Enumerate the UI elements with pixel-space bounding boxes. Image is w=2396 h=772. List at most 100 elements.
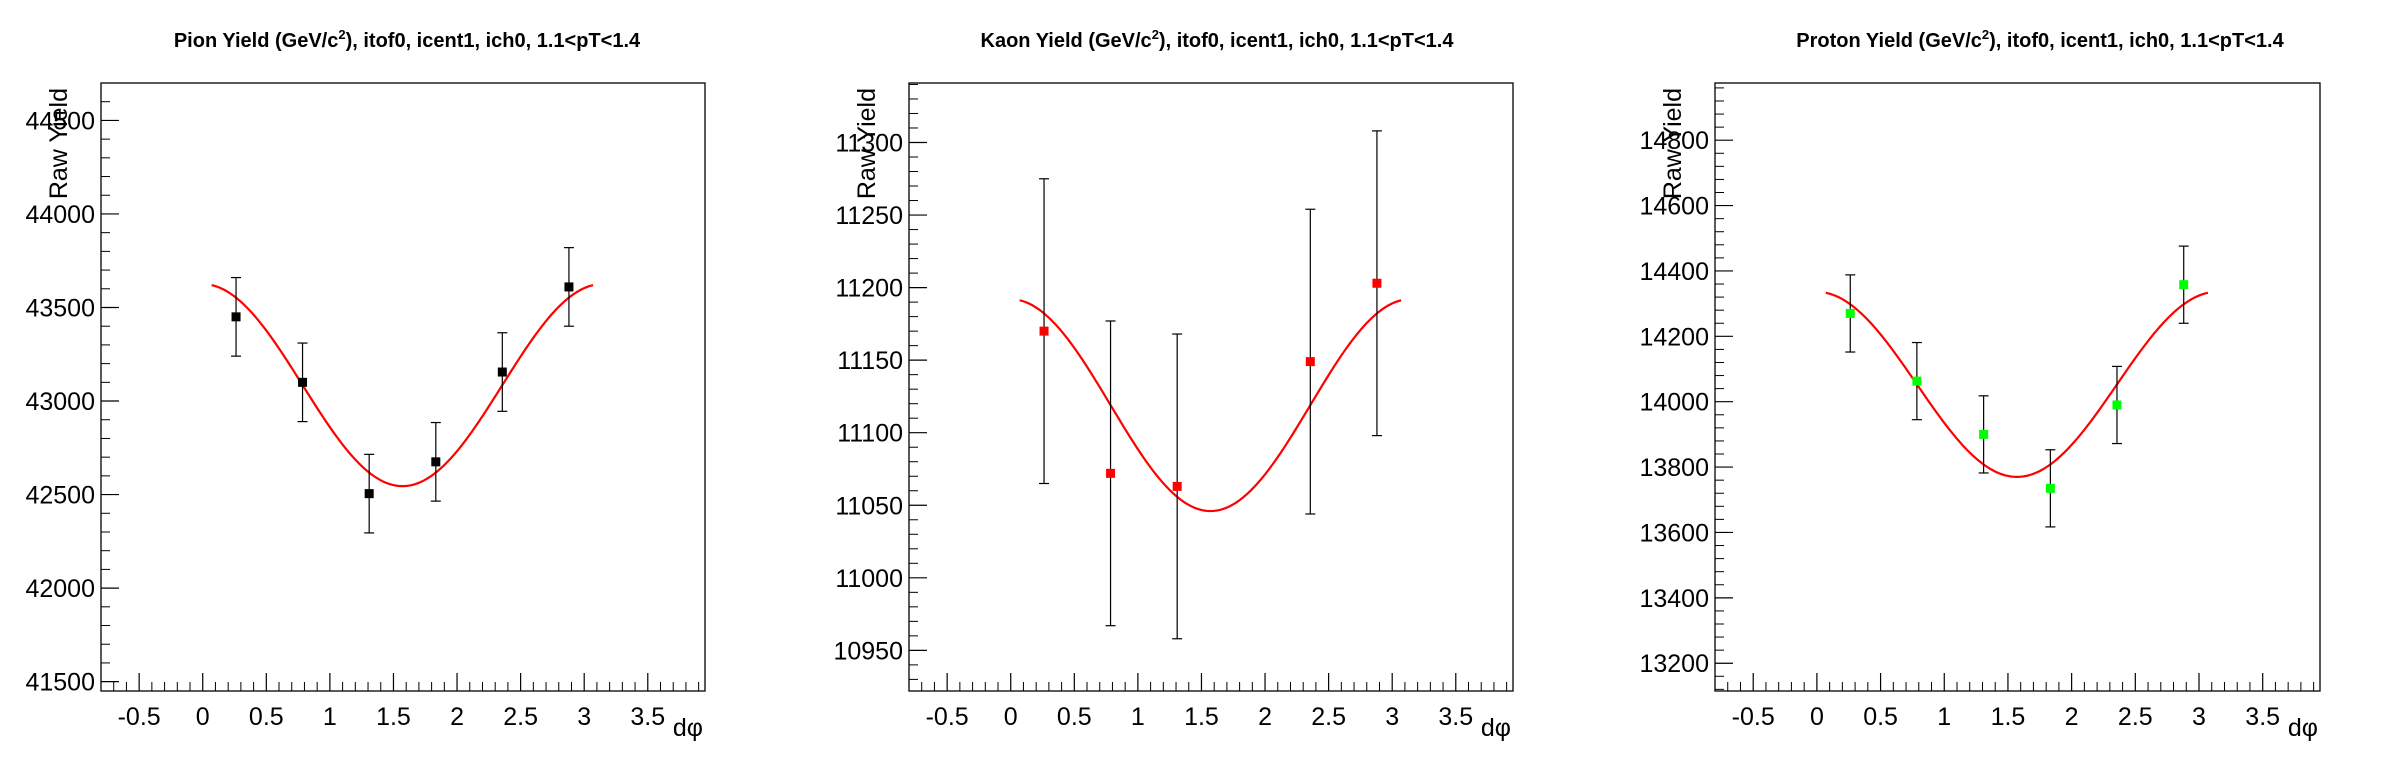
x-tick-label: 1.5: [1184, 703, 1219, 731]
point-marker: [1305, 357, 1315, 367]
x-tick-label: 3.5: [630, 703, 665, 731]
point-marker: [2179, 280, 2189, 290]
x-tick-label: 2.5: [2118, 703, 2153, 731]
y-tick-label: 13400: [1639, 585, 1709, 613]
point-marker: [364, 489, 374, 499]
data-point: [1978, 395, 1989, 474]
data-point: [231, 276, 242, 357]
y-tick-label: 14800: [1639, 127, 1709, 155]
point-marker: [1039, 326, 1049, 336]
y-tick-label: 41500: [25, 669, 95, 697]
x-axis-title: dφ: [1481, 714, 1511, 742]
chart-title: Pion Yield (GeV/c2), itof0, icent1, ich0…: [174, 27, 641, 52]
y-tick-label: 11000: [835, 565, 903, 593]
point-marker: [2112, 400, 2122, 410]
x-tick-label: -0.5: [118, 703, 161, 731]
point-marker: [1912, 376, 1922, 386]
pion-yield-panel: Pion Yield (GeV/c2), itof0, icent1, ich0…: [25, 27, 706, 742]
y-tick-label: 11250: [835, 202, 903, 230]
y-tick-label: 10950: [833, 637, 903, 665]
point-marker: [431, 457, 441, 467]
fit-curve: [211, 284, 594, 488]
y-tick-label: 13600: [1639, 519, 1709, 547]
x-tick-label: 3: [2192, 703, 2206, 731]
point-marker: [497, 367, 507, 377]
y-tick-label: 44000: [25, 201, 95, 229]
data-point: [297, 342, 308, 423]
x-tick-label: 0: [196, 703, 210, 731]
point-marker: [564, 282, 574, 292]
plot-frame: [908, 82, 1514, 692]
y-tick-label: 43000: [25, 388, 95, 416]
y-tick-label: 11150: [837, 347, 903, 375]
data-point: [497, 332, 508, 412]
proton-yield-panel: Proton Yield (GeV/c2), itof0, icent1, ic…: [1639, 27, 2321, 742]
x-tick-label: 3: [1385, 703, 1399, 731]
data-point: [1305, 208, 1316, 515]
y-tick-label: 42500: [25, 482, 95, 510]
y-tick-label: 44500: [25, 107, 95, 135]
data-point: [1105, 320, 1116, 627]
y-axis-title: Raw Yield: [1659, 88, 1687, 199]
fit-curve: [1019, 299, 1402, 513]
point-marker: [1106, 468, 1116, 478]
x-tick-label: -0.5: [1732, 703, 1775, 731]
fit-curve: [1825, 291, 2209, 478]
plot-frame: [1714, 82, 2321, 692]
x-tick-label: 2: [1258, 703, 1272, 731]
point-marker: [1845, 308, 1855, 318]
x-tick-label: 1: [323, 703, 337, 731]
chart-title: Kaon Yield (GeV/c2), itof0, icent1, ich0…: [981, 27, 1455, 52]
x-axis-title: dφ: [673, 714, 703, 742]
y-tick-label: 14000: [1639, 389, 1709, 417]
data-point: [1845, 274, 1856, 353]
x-tick-label: 1: [1937, 703, 1951, 731]
y-tick-label: 14600: [1639, 193, 1709, 221]
point-marker: [1372, 278, 1382, 288]
x-tick-label: 2: [2065, 703, 2079, 731]
point-marker: [1979, 429, 1989, 439]
y-tick-label: 14400: [1639, 258, 1709, 286]
y-tick-label: 43500: [25, 294, 95, 322]
x-tick-label: 3.5: [2245, 703, 2280, 731]
x-tick-label: 0.5: [1863, 703, 1898, 731]
y-tick-label: 11200: [835, 275, 903, 303]
data-point: [364, 453, 375, 534]
x-tick-label: 1: [1131, 703, 1145, 731]
point-marker: [231, 312, 241, 322]
data-point: [1371, 130, 1382, 437]
y-tick-label: 13800: [1639, 454, 1709, 482]
x-tick-label: 3: [577, 703, 591, 731]
y-axis-title: Raw Yield: [45, 88, 73, 199]
point-marker: [1172, 481, 1182, 491]
y-tick-label: 11100: [837, 420, 903, 448]
data-point: [2111, 365, 2122, 445]
data-point: [430, 421, 441, 502]
kaon-yield-panel: Kaon Yield (GeV/c2), itof0, icent1, ich0…: [833, 27, 1514, 742]
y-tick-label: 13200: [1639, 650, 1709, 678]
data-point: [563, 247, 574, 327]
x-axis-title: dφ: [2288, 714, 2318, 742]
y-tick-label: 11300: [835, 129, 903, 157]
x-tick-label: 2: [450, 703, 464, 731]
y-tick-label: 11050: [835, 492, 903, 520]
data-point: [2045, 449, 2056, 528]
y-tick-label: 14200: [1639, 323, 1709, 351]
plot-frame: [100, 82, 706, 692]
x-tick-label: 0: [1810, 703, 1824, 731]
x-tick-label: -0.5: [926, 703, 969, 731]
data-point: [1172, 333, 1183, 640]
point-marker: [298, 377, 308, 387]
x-tick-label: 0: [1004, 703, 1018, 731]
point-marker: [2045, 483, 2055, 493]
x-tick-label: 1.5: [1991, 703, 2026, 731]
chart-title: Proton Yield (GeV/c2), itof0, icent1, ic…: [1796, 27, 2284, 52]
x-tick-label: 1.5: [376, 703, 411, 731]
x-tick-label: 2.5: [503, 703, 538, 731]
y-axis-title: Raw Yield: [853, 88, 881, 199]
x-tick-label: 2.5: [1311, 703, 1346, 731]
data-point: [2178, 245, 2189, 324]
x-tick-label: 0.5: [1057, 703, 1092, 731]
data-point: [1039, 178, 1050, 485]
